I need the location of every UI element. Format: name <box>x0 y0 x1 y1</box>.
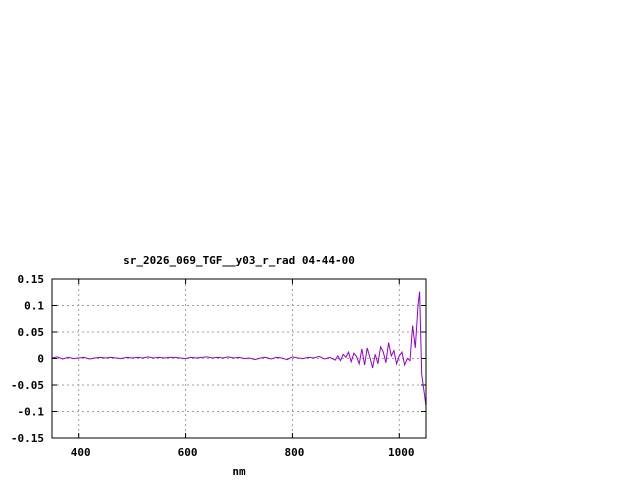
x-tick-label: 800 <box>284 446 304 459</box>
x-tick-label: 600 <box>178 446 198 459</box>
tick-labels: 0.15 0.1 0.05 0 -0.05 -0.1 -0.15 400 600 800 1000 <box>11 273 415 459</box>
y-tick-label: 0 <box>37 353 44 366</box>
y-tick-label: 0.15 <box>18 273 45 286</box>
series-line <box>51 291 427 407</box>
series-layer <box>51 291 427 407</box>
y-tick-label: 0.1 <box>24 300 44 313</box>
x-axis-label: nm <box>232 465 246 478</box>
grid <box>52 278 426 439</box>
y-tick-label: -0.1 <box>18 406 45 419</box>
y-tick-label: -0.05 <box>11 379 44 392</box>
plot-border <box>51 278 427 439</box>
y-tick-label: -0.15 <box>11 432 44 445</box>
x-tick-label: 1000 <box>388 446 415 459</box>
x-tick-label: 400 <box>71 446 91 459</box>
chart-title: sr_2026_069_TGF__y03_r_rad 04-44-00 <box>123 254 355 267</box>
y-tick-label: 0.05 <box>18 326 45 339</box>
